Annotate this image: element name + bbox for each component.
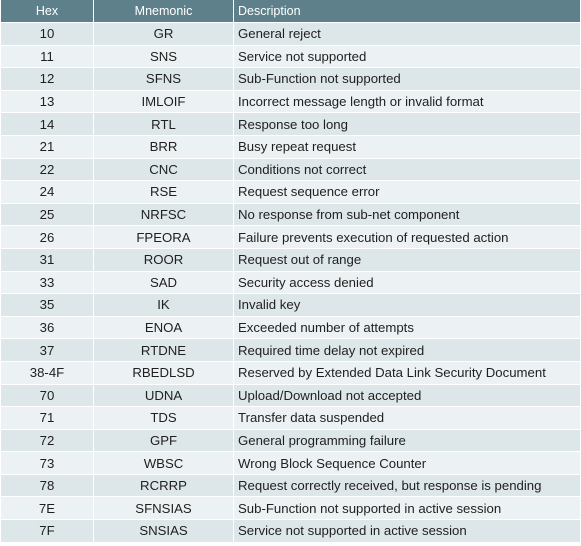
cell-mnemonic: NRFSC: [93, 202, 234, 227]
cell-mnemonic: SNS: [93, 44, 234, 69]
table-body: 10 GR General reject 11 SNS Service not suppo…: [0, 22, 581, 543]
cell-mnemonic: RTDNE: [93, 338, 234, 362]
cell-mnemonic: GPF: [93, 428, 234, 453]
table-row: 37 RTDNE Required time delay not expired: [0, 338, 581, 362]
cell-hex: 7F: [0, 519, 94, 543]
cell-description: Transfer data suspended: [233, 406, 581, 430]
cell-hex: 10: [0, 22, 94, 46]
cell-mnemonic: RCRRP: [93, 473, 234, 498]
cell-hex: 72: [0, 428, 94, 453]
cell-description: Exceeded number of attempts: [233, 315, 581, 340]
cell-mnemonic: SNSIAS: [93, 519, 234, 543]
cell-hex: 37: [0, 338, 94, 362]
cell-hex: 38-4F: [0, 360, 94, 385]
cell-description: Wrong Block Sequence Counter: [233, 451, 581, 475]
header-hex: Hex: [0, 0, 94, 23]
cell-description: Service not supported in active session: [233, 519, 581, 543]
cell-description: Incorrect message length or invalid form…: [233, 89, 581, 114]
table-row: 25 NRFSC No response from sub-net componen…: [0, 202, 581, 227]
cell-description: Security access denied: [233, 270, 581, 295]
cell-mnemonic: CNC: [93, 157, 234, 182]
cell-description: Request correctly received, but response…: [233, 473, 581, 498]
cell-hex: 26: [0, 225, 94, 249]
cell-description: Conditions not correct: [233, 157, 581, 182]
cell-mnemonic: RTL: [93, 112, 234, 136]
cell-hex: 70: [0, 383, 94, 408]
header-mnemonic: Mnemonic: [93, 0, 234, 23]
cell-mnemonic: UDNA: [93, 383, 234, 408]
cell-hex: 22: [0, 157, 94, 182]
cell-mnemonic: ENOA: [93, 315, 234, 340]
cell-hex: 71: [0, 406, 94, 430]
table-row: 10 GR General reject: [0, 22, 581, 46]
table-row: 7F SNSIAS Service not supported in active …: [0, 519, 581, 543]
cell-description: Busy repeat request: [233, 134, 581, 159]
cell-hex: 21: [0, 134, 94, 159]
cell-mnemonic: FPEORA: [93, 225, 234, 249]
header-row: Hex Mnemonic Description: [0, 0, 581, 23]
cell-hex: 11: [0, 44, 94, 69]
cell-mnemonic: SFNS: [93, 67, 234, 91]
table-row: 22 CNC Conditions not correct: [0, 157, 581, 182]
table-row: 78 RCRRP Request correctly received, but r…: [0, 473, 581, 498]
cell-description: Request sequence error: [233, 180, 581, 204]
cell-description: General reject: [233, 22, 581, 46]
cell-hex: 73: [0, 451, 94, 475]
cell-description: Sub-Function not supported in active ses…: [233, 496, 581, 521]
cell-description: Service not supported: [233, 44, 581, 69]
cell-description: No response from sub-net component: [233, 202, 581, 227]
table-row: 26 FPEORA Failure prevents execution of re…: [0, 225, 581, 249]
cell-hex: 78: [0, 473, 94, 498]
cell-description: Required time delay not expired: [233, 338, 581, 362]
cell-description: Failure prevents execution of requested …: [233, 225, 581, 249]
cell-mnemonic: ROOR: [93, 247, 234, 272]
table-row: 12 SFNS Sub-Function not supported: [0, 67, 581, 91]
table-header: Hex Mnemonic Description: [0, 0, 581, 23]
cell-hex: 35: [0, 293, 94, 317]
cell-mnemonic: SFNSIAS: [93, 496, 234, 521]
cell-hex: 7E: [0, 496, 94, 521]
table-row: 73 WBSC Wrong Block Sequence Counter: [0, 451, 581, 475]
cell-mnemonic: TDS: [93, 406, 234, 430]
cell-mnemonic: RSE: [93, 180, 234, 204]
cell-mnemonic: WBSC: [93, 451, 234, 475]
cell-hex: 12: [0, 67, 94, 91]
cell-hex: 24: [0, 180, 94, 204]
cell-mnemonic: RBEDLSD: [93, 360, 234, 385]
cell-hex: 25: [0, 202, 94, 227]
cell-mnemonic: SAD: [93, 270, 234, 295]
table-row: 14 RTL Response too long: [0, 112, 581, 136]
table-row: 38-4F RBEDLSD Reserved by Extended Data Li…: [0, 360, 581, 385]
table-row: 71 TDS Transfer data suspended: [0, 406, 581, 430]
cell-description: Response too long: [233, 112, 581, 136]
cell-hex: 36: [0, 315, 94, 340]
cell-description: Reserved by Extended Data Link Security …: [233, 360, 581, 385]
cell-mnemonic: GR: [93, 22, 234, 46]
cell-mnemonic: IMLOIF: [93, 89, 234, 114]
table-row: 21 BRR Busy repeat request: [0, 134, 581, 159]
cell-description: General programming failure: [233, 428, 581, 453]
cell-description: Request out of range: [233, 247, 581, 272]
table-row: 36 ENOA Exceeded number of attempts: [0, 315, 581, 340]
header-description: Description: [233, 0, 581, 23]
table-row: 11 SNS Service not supported: [0, 44, 581, 69]
cell-mnemonic: BRR: [93, 134, 234, 159]
cell-description: Upload/Download not accepted: [233, 383, 581, 408]
cell-hex: 13: [0, 89, 94, 114]
table-row: 33 SAD Security access denied: [0, 270, 581, 295]
table-row: 72 GPF General programming failure: [0, 428, 581, 453]
cell-hex: 14: [0, 112, 94, 136]
table-row: 70 UDNA Upload/Download not accepted: [0, 383, 581, 408]
table-row: 31 ROOR Request out of range: [0, 247, 581, 272]
cell-hex: 31: [0, 247, 94, 272]
table-row: 24 RSE Request sequence error: [0, 180, 581, 204]
table-row: 35 IK Invalid key: [0, 293, 581, 317]
cell-mnemonic: IK: [93, 293, 234, 317]
cell-description: Sub-Function not supported: [233, 67, 581, 91]
table-row: 7E SFNSIAS Sub-Function not supported in a…: [0, 496, 581, 521]
cell-hex: 33: [0, 270, 94, 295]
cell-description: Invalid key: [233, 293, 581, 317]
table-row: 13 IMLOIF Incorrect message length or inva…: [0, 89, 581, 114]
